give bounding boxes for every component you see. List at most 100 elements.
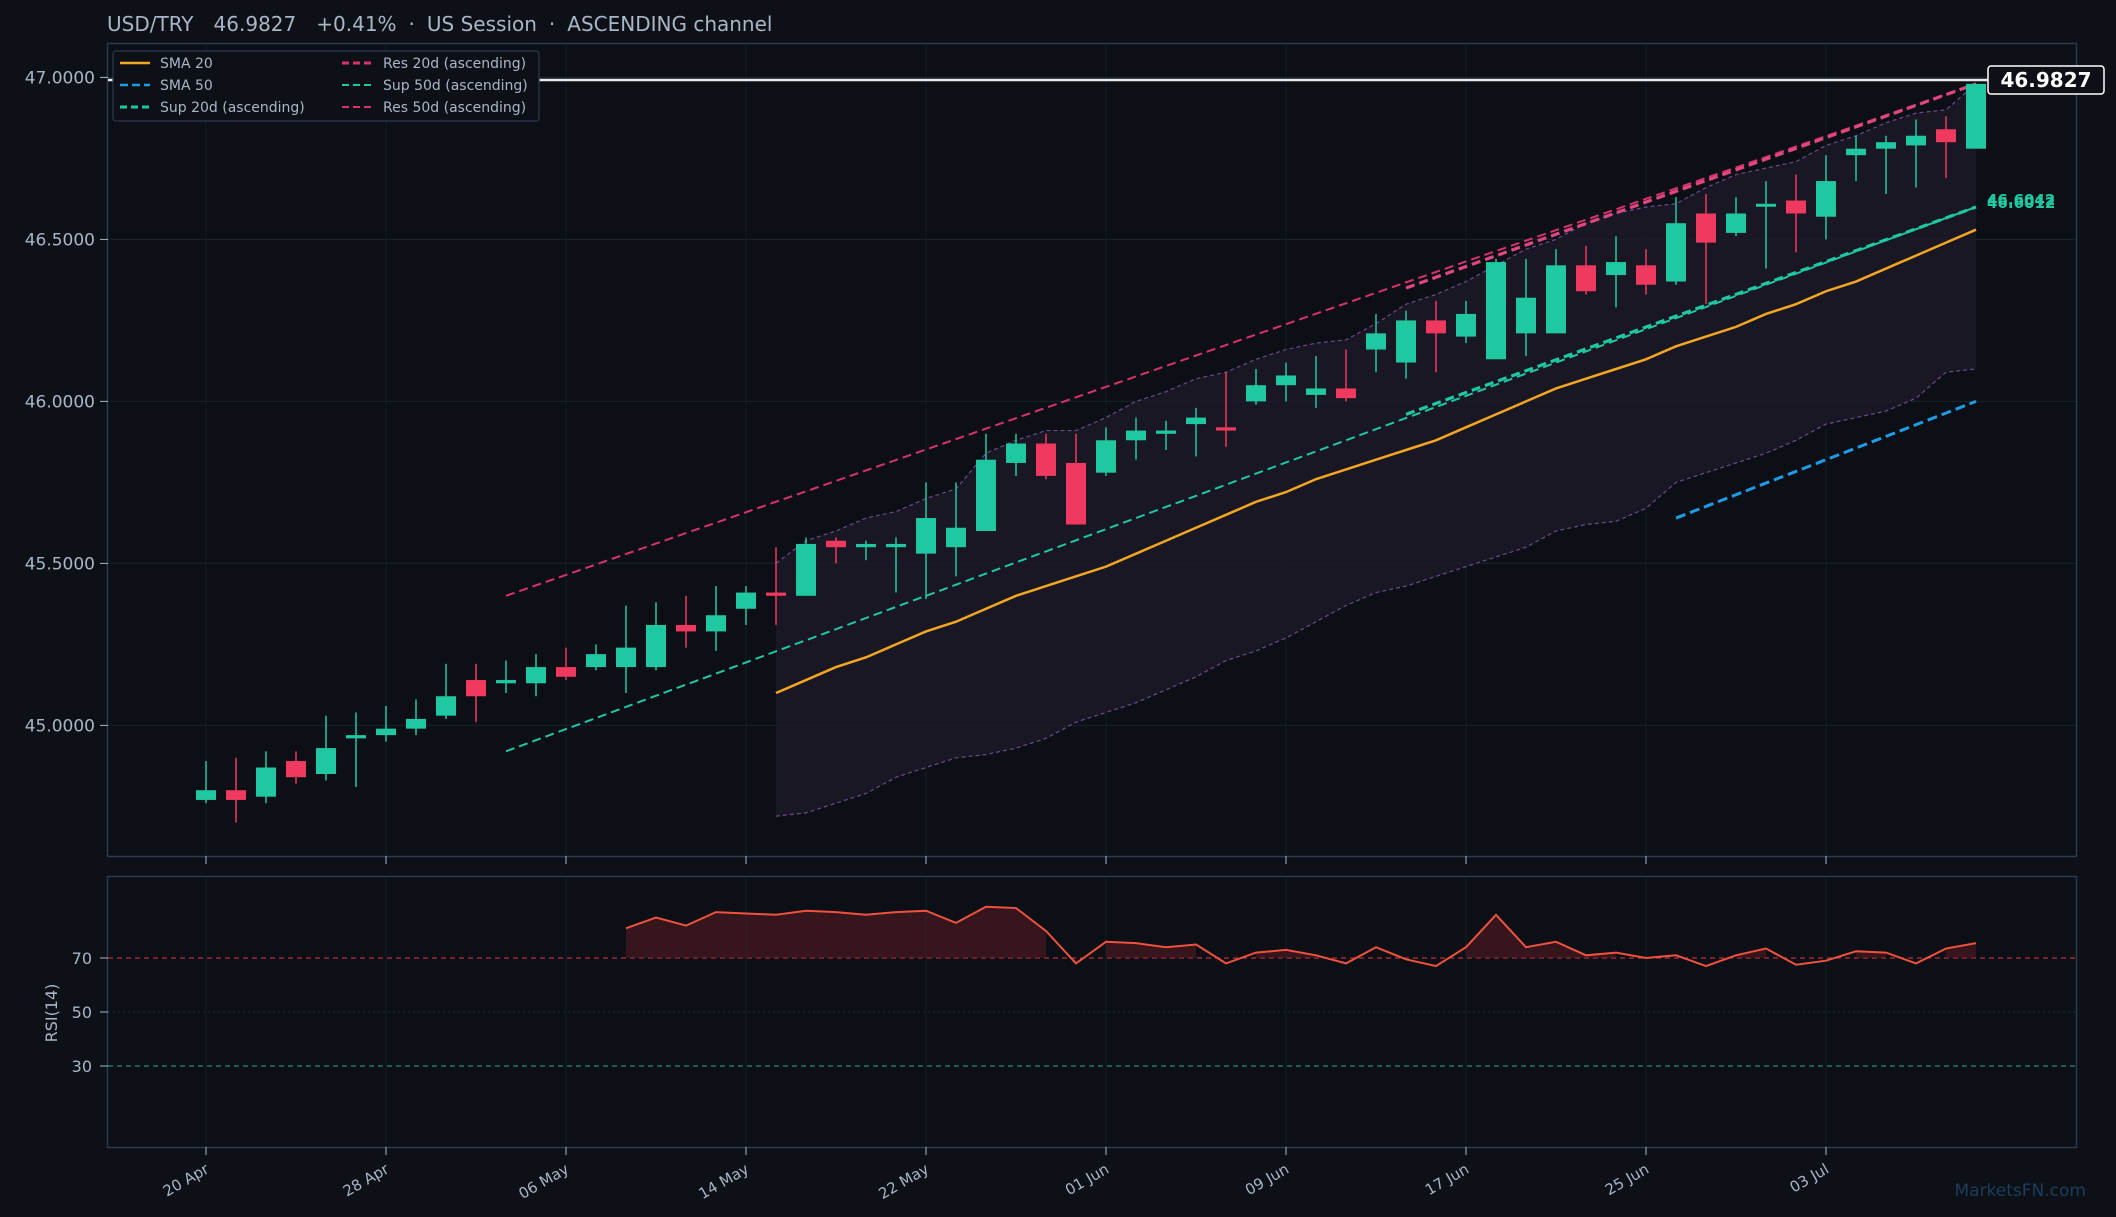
rsi-overbought-fill	[626, 906, 1046, 958]
rsi-overbought-fill	[1946, 943, 1976, 958]
candle	[1666, 197, 1686, 285]
candle	[496, 660, 516, 693]
candle	[736, 586, 756, 625]
legend-res20: Res 20d (ascending)	[383, 56, 526, 72]
candle-body	[256, 767, 276, 797]
symbol-label: USD/TRY	[107, 12, 194, 36]
rsi-series	[625, 905, 1977, 968]
candle-body	[1756, 203, 1776, 207]
candle-body	[1126, 430, 1146, 441]
legend-res50: Res 50d (ascending)	[383, 100, 526, 116]
candle-body	[1876, 142, 1896, 149]
candle	[1636, 249, 1656, 295]
candle	[1756, 181, 1776, 269]
candle	[1156, 420, 1176, 450]
candle-body	[736, 592, 756, 609]
candle-body	[796, 543, 816, 596]
candle	[886, 537, 906, 593]
candle	[526, 654, 546, 697]
candle	[466, 663, 486, 723]
candle-body	[1846, 148, 1866, 156]
candle-body	[526, 667, 546, 684]
candle-body	[1516, 297, 1536, 334]
last-price-box	[1987, 65, 2105, 95]
candle	[1486, 258, 1506, 360]
candle	[766, 547, 786, 625]
candle	[916, 482, 936, 600]
candle	[1006, 433, 1026, 476]
res-20d-line	[1405, 82, 1977, 290]
candle-body	[676, 624, 696, 632]
candle-body	[1006, 443, 1026, 463]
candle-body	[1696, 213, 1716, 243]
candle	[346, 712, 366, 787]
legend-box	[112, 50, 540, 122]
candle	[1936, 116, 1956, 178]
candle	[1516, 258, 1536, 357]
candle-body	[976, 459, 996, 531]
candle-body	[1486, 262, 1506, 360]
candle	[1336, 349, 1356, 402]
candle-body	[436, 696, 456, 716]
channel-label: ASCENDING channel	[567, 12, 772, 36]
candle	[556, 647, 576, 681]
indicator-lines	[505, 82, 1977, 753]
candle-body	[826, 540, 846, 548]
sma20-line	[775, 228, 1977, 695]
candle-body	[1636, 265, 1656, 285]
legend: SMA 20 SMA 50 Sup 20d (ascending) Res 20…	[112, 50, 540, 122]
candle-body	[1816, 181, 1836, 217]
candle-body	[376, 728, 396, 736]
legend-sup50: Sup 50d (ascending)	[383, 78, 528, 94]
candle-body	[646, 624, 666, 668]
candle	[676, 595, 696, 648]
candle-body	[286, 761, 306, 778]
rsi-y-tick-label: 70	[72, 949, 92, 968]
candle-body	[1216, 427, 1236, 431]
candle	[256, 751, 276, 804]
sup-50d-value-label: 46.6012	[1987, 194, 2055, 212]
candle-body	[226, 790, 246, 800]
candle	[586, 644, 606, 671]
candle-body	[1366, 333, 1386, 350]
candle	[196, 761, 216, 804]
candle-body	[316, 748, 336, 774]
candle	[1246, 369, 1266, 405]
candle-body	[1336, 388, 1356, 399]
candle-body	[1276, 375, 1296, 386]
candle-body	[1396, 320, 1416, 363]
candle	[796, 537, 816, 596]
candle-body	[1426, 320, 1446, 334]
legend-sma50: SMA 50	[160, 78, 213, 94]
candle	[706, 586, 726, 651]
candle	[286, 751, 306, 784]
candle	[1966, 83, 1986, 149]
candle-body	[406, 718, 426, 729]
rsi-y-tick-label: 50	[72, 1003, 92, 1022]
change-label: +0.41%	[316, 12, 396, 36]
sma50-line	[1675, 400, 1977, 520]
candle	[1126, 417, 1146, 460]
y-tick-label: 45.0000	[25, 716, 95, 736]
candle-body	[1306, 388, 1326, 395]
sup-50d-line	[505, 206, 1977, 753]
sup-20d-line	[1405, 205, 1977, 416]
candle-body	[556, 667, 576, 677]
sup-20d-value-label: 46.6042	[1987, 191, 2055, 209]
candle-body	[1066, 462, 1086, 525]
price-label: 46.9827	[214, 12, 297, 36]
candle-body	[1456, 313, 1476, 337]
watermark: MarketsFN.com	[1954, 1181, 2086, 1201]
candle-body	[1576, 265, 1596, 292]
rsi-overbought-fill	[1466, 914, 1616, 958]
candle-body	[496, 680, 516, 684]
candle-body	[1726, 213, 1746, 233]
candle-body	[916, 518, 936, 554]
candle-body	[1606, 262, 1626, 276]
candle	[1186, 407, 1206, 457]
candle	[1396, 310, 1416, 379]
candle	[616, 605, 636, 693]
candle	[226, 757, 246, 823]
